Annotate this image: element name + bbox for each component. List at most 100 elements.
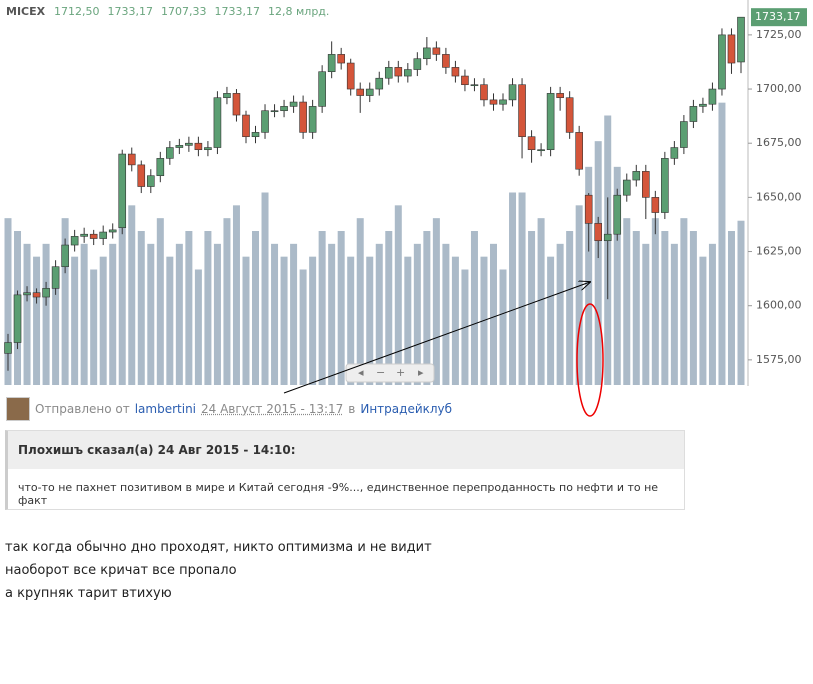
candle-body [270,110,279,113]
avatar[interactable] [6,397,30,421]
volume-bar [4,218,12,385]
volume-bar [623,218,631,385]
candle-body [575,132,583,170]
volume-bar [280,256,288,385]
quote: Плохишъ сказал(а) 24 Авг 2015 - 14:10: ч… [5,430,685,510]
candle-body [670,147,679,159]
scroll-left[interactable]: ◂ [358,366,364,379]
volume-bar [480,256,488,385]
volume-bar [594,141,602,385]
candle-body [127,153,136,166]
volume-bar [166,256,174,385]
candle-body [461,75,469,86]
volume-bar [223,218,231,385]
volume-bar [242,256,250,385]
candle-body [166,147,174,159]
volume-bar [137,231,145,385]
candle-body [546,93,555,151]
volume-bar [727,231,735,385]
candle-body [718,34,726,90]
candle-body [70,236,79,246]
post-line: так когда обычно дно проходят, никто опт… [5,540,432,555]
candle-body [156,158,165,177]
candle-body [384,67,393,79]
volume-bar [299,269,307,385]
volume-bar [61,218,69,385]
y-tick-label: 1600,00 [756,299,802,312]
volume-bar [175,243,183,385]
zoom-controls[interactable]: ◂ − + ▸ [345,363,435,383]
quote-text: что-то не пахнет позитивом в мире и Кита… [18,481,659,507]
header-value: 1733,17 [215,5,261,18]
volume-bar [613,166,621,385]
volume-bar [71,256,79,385]
volume-bar [128,205,136,385]
volume-bar [689,231,697,385]
zoom-out[interactable]: − [376,366,385,379]
volume-bar [118,154,126,385]
volume-bar [194,269,202,385]
volume-bar [33,256,41,385]
volume-bar [547,256,555,385]
candle-body [432,47,441,55]
zoom-in[interactable]: + [396,366,405,379]
volume-bar [318,231,326,385]
in: в [348,402,356,416]
y-tick-label: 1725,00 [756,28,802,41]
volume-bar [632,231,640,385]
volume-bar [204,231,212,385]
volume-bar [309,256,317,385]
forum[interactable]: Интрадейклуб [360,402,453,416]
candle-body [565,97,574,133]
volume-bar [423,231,431,385]
scroll-right[interactable]: ▸ [418,366,424,379]
volume-bar [356,218,364,385]
candle-body [527,136,536,151]
volume-bar [708,243,716,385]
candle-body [518,84,526,138]
header-value: 1712,50 [54,5,100,18]
date[interactable]: 24 Август 2015 - 13:17 [201,402,344,416]
candle-body [289,101,298,107]
candle-body [251,132,260,138]
volume-bar [556,243,564,385]
candle-body [327,54,336,73]
quote-header: Плохишъ сказал(а) 24 Авг 2015 - 14:10: [8,431,684,469]
volume-bar [80,243,88,385]
volume-bar [699,256,707,385]
post-line: а крупняк тарит втихую [5,586,172,601]
candle-body [232,93,241,116]
post-body: так когда обычно дно проходят, никто опт… [5,536,432,605]
candle-body [451,67,460,77]
volume-bar [537,218,545,385]
candle-body [51,266,60,289]
volume-bar [661,231,669,385]
candle-body [308,106,317,133]
candle-body [213,97,222,148]
volume-bar [394,205,402,385]
volume-bar [23,243,31,385]
volume-bar [432,218,440,385]
candle-body [699,103,707,107]
candle-body [365,88,374,96]
candle-body [508,84,517,101]
volume-bar [575,205,583,385]
volume-bar [147,243,155,385]
candle-body [280,106,288,112]
candle-body [737,16,745,63]
y-tick-label: 1675,00 [756,136,802,149]
volume-bar [566,231,574,385]
post-meta: Отправлено от lambertini 24 Август 2015 … [6,397,452,421]
candle-body [613,194,622,235]
author[interactable]: lambertini [134,402,197,416]
candle-body [4,342,12,354]
y-tick-label: 1625,00 [756,245,802,258]
candle-body [651,197,660,213]
candle-body [404,69,412,77]
candle-body [42,288,50,298]
volume-bar [42,243,50,385]
candle-body [175,145,184,148]
candle-body [394,67,403,77]
volume-bar [90,269,98,385]
volume-bar [52,269,60,385]
